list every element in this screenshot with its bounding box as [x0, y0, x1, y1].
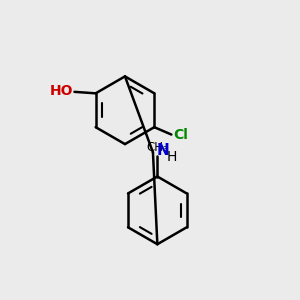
Text: N: N	[157, 143, 169, 158]
Text: Cl: Cl	[173, 128, 188, 142]
Text: HO: HO	[50, 84, 73, 98]
Text: CH₃: CH₃	[146, 141, 168, 154]
Text: H: H	[167, 150, 178, 164]
